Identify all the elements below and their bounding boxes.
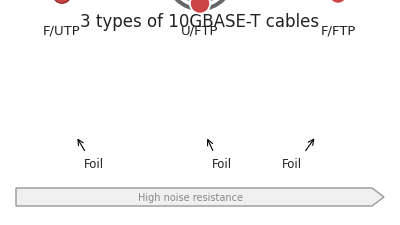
Circle shape	[172, 0, 228, 5]
Text: Foil: Foil	[212, 157, 232, 170]
Circle shape	[53, 0, 71, 4]
Circle shape	[167, 0, 233, 10]
Circle shape	[192, 0, 208, 13]
Text: U/FTP: U/FTP	[181, 24, 219, 37]
Circle shape	[168, 0, 232, 9]
Circle shape	[190, 0, 210, 15]
Text: 3 types of 10GBASE-T cables: 3 types of 10GBASE-T cables	[80, 13, 320, 31]
Circle shape	[308, 0, 368, 1]
Circle shape	[170, 0, 230, 8]
Text: F/FTP: F/FTP	[320, 24, 356, 37]
Circle shape	[329, 0, 347, 4]
Circle shape	[54, 0, 70, 3]
Circle shape	[330, 0, 346, 3]
Text: Foil: Foil	[84, 157, 104, 170]
Polygon shape	[16, 188, 384, 206]
Text: F/UTP: F/UTP	[43, 24, 81, 37]
Text: High noise resistance: High noise resistance	[138, 192, 242, 202]
Circle shape	[32, 0, 92, 1]
Text: Foil: Foil	[282, 157, 302, 170]
